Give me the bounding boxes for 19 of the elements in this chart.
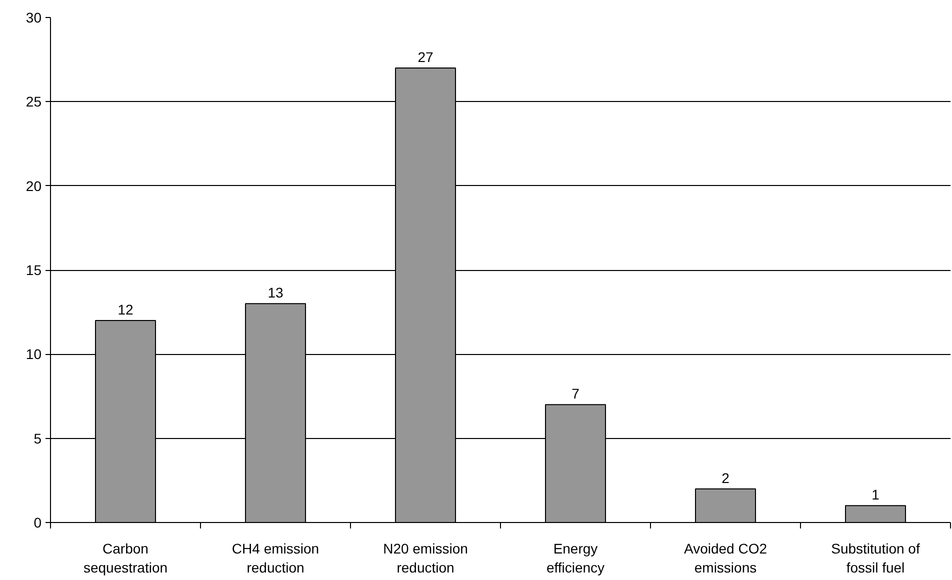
y-tick-label: 0 [34,514,42,530]
x-tick-label: Substitution of fossil fuel [831,540,920,576]
y-tick-label: 20 [26,178,42,194]
y-tick-label: 25 [26,94,42,110]
y-tick-label: 5 [34,430,42,446]
x-tick-label: Carbon sequestration [83,540,168,576]
y-tick-label: 10 [26,346,42,362]
x-tick-label: Energy efficiency [546,540,605,576]
data-label: 1 [872,486,880,503]
data-label: 12 [118,302,134,318]
data-label: 2 [722,470,730,486]
x-tick-label: Avoided CO2 emissions [684,540,768,576]
y-tick-label: 30 [26,10,42,26]
data-label: 27 [418,49,434,65]
x-tick-label: CH4 emission reduction [232,540,320,576]
x-tick-label: N20 emission reduction [383,540,468,576]
y-tick-label: 15 [26,262,42,278]
data-label: 13 [268,284,284,301]
data-label: 7 [572,386,580,402]
